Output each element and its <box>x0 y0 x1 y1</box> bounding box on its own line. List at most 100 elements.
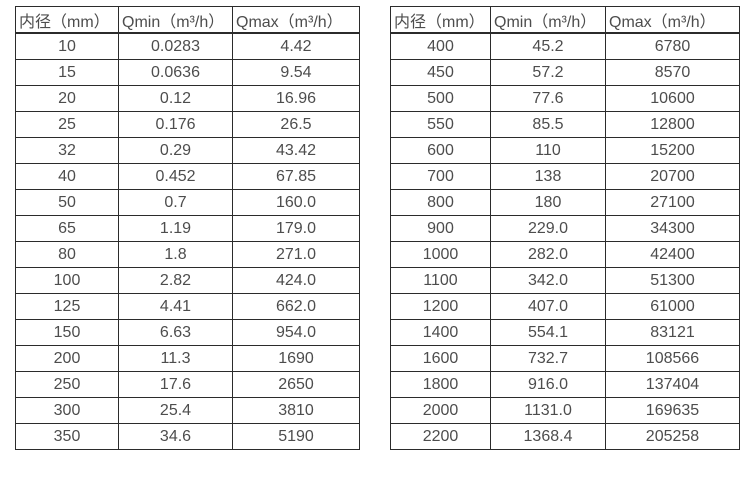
table-row: 80 1.8 271.0 <box>15 241 360 268</box>
table-cell: 40 <box>15 163 119 190</box>
table-cell: 1200 <box>390 293 491 320</box>
table-cell: 0.0283 <box>118 32 233 60</box>
table-cell: 138 <box>490 163 606 190</box>
table-cell: 32 <box>15 137 119 164</box>
table-cell: 8570 <box>605 59 740 86</box>
table-cell: 34.6 <box>118 423 233 450</box>
table-cell: 300 <box>15 397 119 424</box>
table-cell: 10600 <box>605 85 740 112</box>
table-cell: 9.54 <box>232 59 360 86</box>
table-cell: 100 <box>15 267 119 294</box>
table-row: 25 0.176 26.5 <box>15 111 360 138</box>
table-cell: 0.12 <box>118 85 233 112</box>
table-body: 400 45.2 6780 450 57.2 8570 500 77.6 10600 550 85.… <box>390 32 740 450</box>
table-cell: 1.19 <box>118 215 233 242</box>
table-cell: 1368.4 <box>490 423 606 450</box>
table-cell: 50 <box>15 189 119 216</box>
table-cell: 1800 <box>390 371 491 398</box>
table-cell: 2000 <box>390 397 491 424</box>
table-cell: 1400 <box>390 319 491 346</box>
table-row: 400 45.2 6780 <box>390 32 740 60</box>
table-cell: 12800 <box>605 111 740 138</box>
table-row: 200 11.3 1690 <box>15 345 360 372</box>
table-cell: 80 <box>15 241 119 268</box>
table-row: 500 77.6 10600 <box>390 85 740 112</box>
table-row: 450 57.2 8570 <box>390 59 740 86</box>
table-cell: 1131.0 <box>490 397 606 424</box>
table-row: 1000 282.0 42400 <box>390 241 740 268</box>
table-cell: 110 <box>490 137 606 164</box>
table-cell: 150 <box>15 319 119 346</box>
table-row: 250 17.6 2650 <box>15 371 360 398</box>
table-cell: 0.452 <box>118 163 233 190</box>
table-cell: 4.41 <box>118 293 233 320</box>
table-row: 32 0.29 43.42 <box>15 137 360 164</box>
table-header-row: 内径（mm） Qmin（m³/h） Qmax（m³/h） <box>15 6 360 34</box>
table-row: 700 138 20700 <box>390 163 740 190</box>
table-cell: 6.63 <box>118 319 233 346</box>
table-body: 10 0.0283 4.42 15 0.0636 9.54 20 0.12 16.96 25 0.1… <box>15 32 360 450</box>
table-cell: 20700 <box>605 163 740 190</box>
table-cell: 500 <box>390 85 491 112</box>
table-cell: 900 <box>390 215 491 242</box>
table-cell: 169635 <box>605 397 740 424</box>
table-cell: 282.0 <box>490 241 606 268</box>
table-cell: 0.29 <box>118 137 233 164</box>
table-cell: 350 <box>15 423 119 450</box>
table-row: 550 85.5 12800 <box>390 111 740 138</box>
table-cell: 0.7 <box>118 189 233 216</box>
table-cell: 108566 <box>605 345 740 372</box>
table-cell: 1000 <box>390 241 491 268</box>
table-cell: 1100 <box>390 267 491 294</box>
table-cell: 407.0 <box>490 293 606 320</box>
table-row: 300 25.4 3810 <box>15 397 360 424</box>
table-cell: 732.7 <box>490 345 606 372</box>
table-cell: 15 <box>15 59 119 86</box>
table-row: 350 34.6 5190 <box>15 423 360 450</box>
table-cell: 5190 <box>232 423 360 450</box>
header-inner-diameter: 内径（mm） <box>15 6 119 34</box>
table-cell: 342.0 <box>490 267 606 294</box>
table-cell: 85.5 <box>490 111 606 138</box>
table-row: 1600 732.7 108566 <box>390 345 740 372</box>
table-cell: 6780 <box>605 32 740 60</box>
table-cell: 43.42 <box>232 137 360 164</box>
table-cell: 20 <box>15 85 119 112</box>
table-row: 40 0.452 67.85 <box>15 163 360 190</box>
table-cell: 25 <box>15 111 119 138</box>
table-cell: 15200 <box>605 137 740 164</box>
table-row: 150 6.63 954.0 <box>15 319 360 346</box>
table-row: 15 0.0636 9.54 <box>15 59 360 86</box>
table-cell: 229.0 <box>490 215 606 242</box>
table-cell: 800 <box>390 189 491 216</box>
table-cell: 180 <box>490 189 606 216</box>
header-qmin: Qmin（m³/h） <box>118 6 233 34</box>
table-row: 50 0.7 160.0 <box>15 189 360 216</box>
table-cell: 57.2 <box>490 59 606 86</box>
table-cell: 954.0 <box>232 319 360 346</box>
table-cell: 2200 <box>390 423 491 450</box>
table-cell: 0.0636 <box>118 59 233 86</box>
table-cell: 554.1 <box>490 319 606 346</box>
table-cell: 17.6 <box>118 371 233 398</box>
table-cell: 1690 <box>232 345 360 372</box>
table-cell: 450 <box>390 59 491 86</box>
table-cell: 11.3 <box>118 345 233 372</box>
header-qmax: Qmax（m³/h） <box>232 6 360 34</box>
table-cell: 424.0 <box>232 267 360 294</box>
table-cell: 179.0 <box>232 215 360 242</box>
table-cell: 27100 <box>605 189 740 216</box>
table-cell: 916.0 <box>490 371 606 398</box>
table-row: 1400 554.1 83121 <box>390 319 740 346</box>
header-qmin: Qmin（m³/h） <box>490 6 606 34</box>
table-cell: 42400 <box>605 241 740 268</box>
table-cell: 2.82 <box>118 267 233 294</box>
table-cell: 65 <box>15 215 119 242</box>
table-cell: 125 <box>15 293 119 320</box>
table-header-row: 内径（mm） Qmin（m³/h） Qmax（m³/h） <box>390 6 740 34</box>
table-cell: 662.0 <box>232 293 360 320</box>
table-cell: 16.96 <box>232 85 360 112</box>
table-cell: 83121 <box>605 319 740 346</box>
table-cell: 137404 <box>605 371 740 398</box>
table-cell: 250 <box>15 371 119 398</box>
